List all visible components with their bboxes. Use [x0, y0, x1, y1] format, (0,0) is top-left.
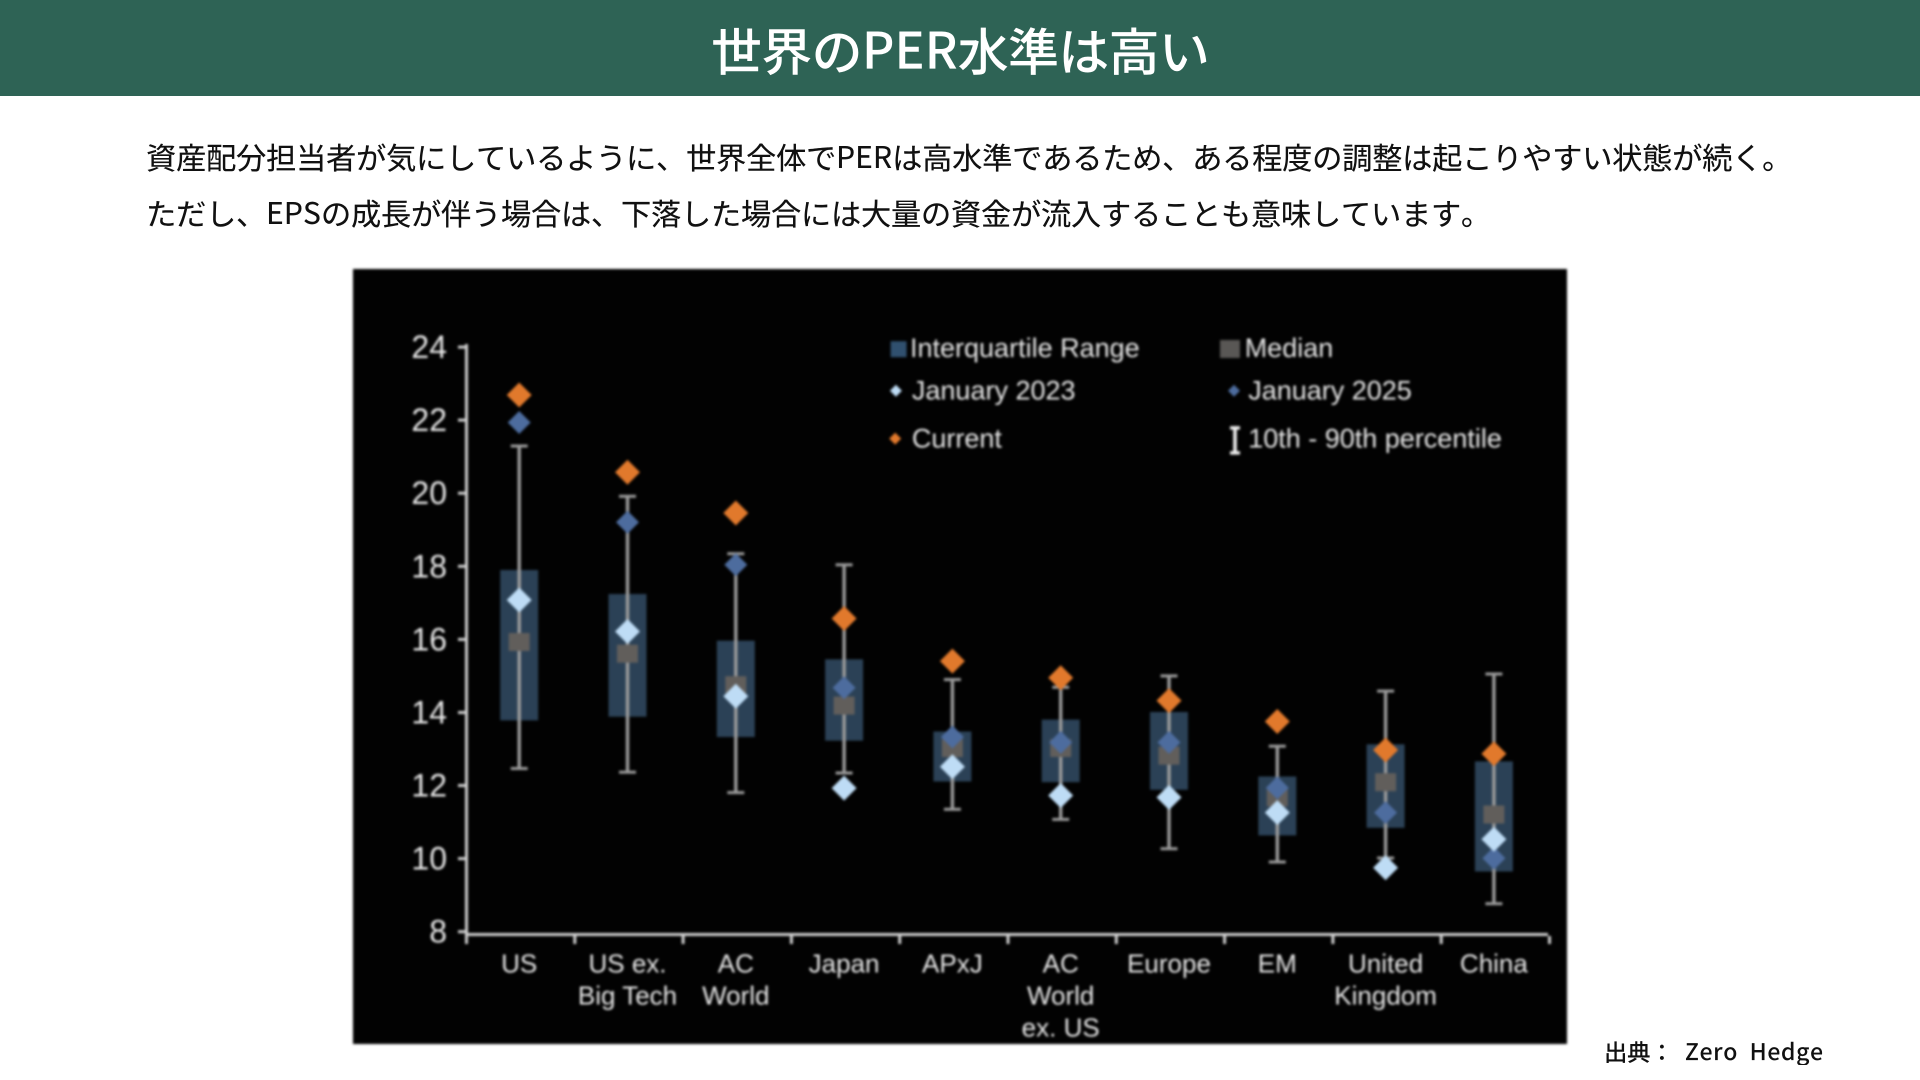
svg-text:22: 22 [411, 402, 447, 438]
svg-text:10: 10 [411, 841, 447, 877]
svg-text:Kingdom: Kingdom [1334, 981, 1437, 1011]
svg-text:ex. US: ex. US [1022, 1013, 1100, 1043]
svg-text:AC: AC [1043, 949, 1079, 979]
svg-text:US: US [501, 949, 537, 979]
svg-text:United: United [1348, 949, 1423, 979]
svg-text:Europe: Europe [1127, 949, 1211, 979]
svg-text:14: 14 [411, 695, 447, 731]
svg-text:January 2023: January 2023 [912, 376, 1076, 406]
svg-text:20: 20 [411, 475, 447, 511]
svg-text:12: 12 [411, 768, 447, 804]
svg-text:US ex.: US ex. [588, 949, 666, 979]
svg-text:China: China [1460, 949, 1528, 979]
svg-text:APxJ: APxJ [922, 949, 983, 979]
svg-text:Current: Current [912, 424, 1003, 454]
svg-text:Median: Median [1245, 333, 1334, 363]
svg-text:8: 8 [429, 914, 447, 950]
svg-text:Japan: Japan [809, 949, 880, 979]
svg-text:18: 18 [411, 548, 447, 584]
svg-text:Big Tech: Big Tech [578, 981, 677, 1011]
svg-text:January 2025: January 2025 [1248, 376, 1412, 406]
svg-text:AC: AC [718, 949, 754, 979]
svg-text:10th - 90th percentile: 10th - 90th percentile [1248, 424, 1502, 454]
svg-text:24: 24 [411, 329, 447, 365]
svg-text:16: 16 [411, 621, 447, 657]
svg-text:Interquartile Range: Interquartile Range [910, 333, 1140, 363]
svg-text:World: World [702, 981, 769, 1011]
svg-text:World: World [1027, 981, 1094, 1011]
svg-text:EM: EM [1258, 949, 1297, 979]
